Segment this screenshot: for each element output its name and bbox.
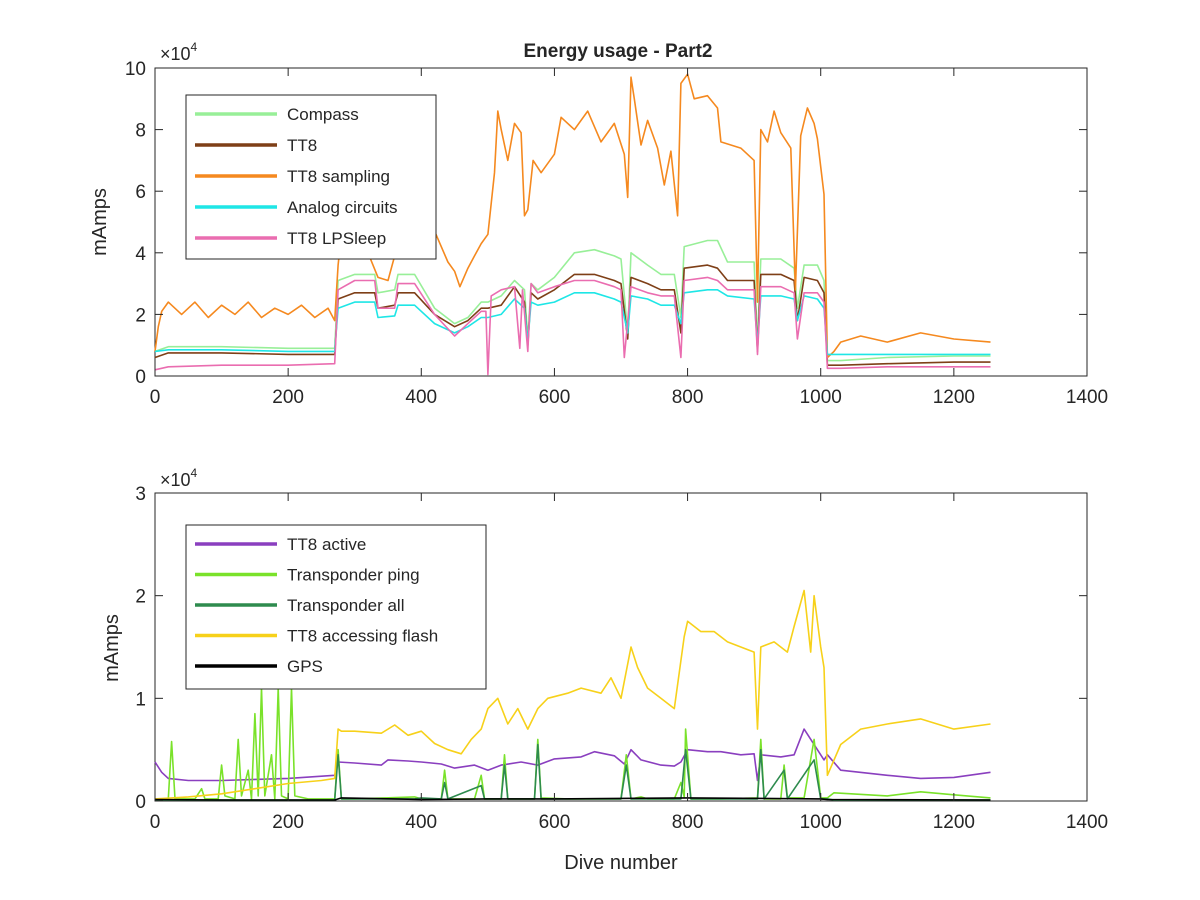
bottom-legend-label: TT8 active <box>287 535 366 554</box>
bottom-series-line-4 <box>154 797 991 801</box>
bottom-x-axis-label: Dive number <box>564 852 678 874</box>
bottom-x-tick-label: 400 <box>405 812 437 833</box>
top-y-tick-label: 0 <box>135 367 146 388</box>
bottom-legend-label: TT8 accessing flash <box>287 627 438 646</box>
top-y-exponent: ×104 <box>160 40 198 64</box>
top-y-tick-label: 10 <box>125 59 146 80</box>
bottom-x-tick-label: 200 <box>272 812 304 833</box>
top-series-line-2 <box>154 73 991 359</box>
chart-title: Energy usage - Part2 <box>523 41 712 62</box>
bottom-y-exponent-base: ×10 <box>160 470 191 490</box>
top-y-tick-label: 6 <box>135 182 146 203</box>
top-legend-label: Compass <box>287 105 359 124</box>
bottom-x-tick-label: 600 <box>539 812 571 833</box>
bottom-y-exponent: ×104 <box>160 466 198 490</box>
top-y-tick-label: 8 <box>135 121 146 142</box>
bottom-x-tick-label: 1000 <box>800 812 842 833</box>
top-legend-label: TT8 <box>287 136 317 155</box>
top-series-line-4 <box>154 276 991 376</box>
bottom-legend-label: Transponder all <box>287 596 405 615</box>
top-y-exponent-base: ×10 <box>160 44 191 64</box>
bottom-legend-label: GPS <box>287 657 323 676</box>
top-x-tick-label: 200 <box>272 387 304 408</box>
top-x-tick-label: 1200 <box>933 387 975 408</box>
bottom-chart: 0 200 400 600 800 1000 1200 1400 0 1 2 3 Dive numbe… <box>101 466 1108 874</box>
top-y-exponent-power: 4 <box>191 40 198 54</box>
bottom-tick-group: 0 200 400 600 800 1000 1200 1400 0 1 2 3 <box>135 484 1108 833</box>
bottom-legend-box <box>185 524 487 690</box>
bottom-y-tick-label: 0 <box>135 792 146 813</box>
bottom-legend-label: Transponder ping <box>287 566 420 585</box>
bottom-x-tick-label: 0 <box>150 812 161 833</box>
bottom-y-axis-label: mAmps <box>101 614 123 682</box>
top-legend-label: TT8 sampling <box>287 167 390 186</box>
top-chart: 0 200 400 600 800 1000 1200 1400 0 2 4 6 8 10 Energy … <box>89 40 1108 408</box>
top-y-tick-label: 4 <box>135 244 146 265</box>
bottom-y-tick-label: 3 <box>135 484 146 505</box>
bottom-x-tick-label: 800 <box>672 812 704 833</box>
bottom-y-exponent-power: 4 <box>191 466 198 480</box>
top-x-tick-label: 800 <box>672 387 704 408</box>
bottom-legend: TT8 active Transponder ping Transponder al… <box>185 524 487 690</box>
top-x-tick-label: 600 <box>539 387 571 408</box>
top-x-tick-label: 1400 <box>1066 387 1108 408</box>
top-y-tick-label: 2 <box>135 305 146 326</box>
top-series-group <box>154 73 991 376</box>
top-legend: Compass TT8 TT8 sampling Analog circuits TT8… <box>185 94 437 260</box>
top-legend-label: Analog circuits <box>287 198 398 217</box>
top-series-line-1 <box>154 264 991 366</box>
bottom-x-tick-label: 1400 <box>1066 812 1108 833</box>
bottom-y-tick-label: 1 <box>135 689 146 710</box>
top-y-axis-label: mAmps <box>89 188 111 256</box>
bottom-series-line-3 <box>154 589 991 800</box>
top-x-tick-label: 400 <box>405 387 437 408</box>
bottom-y-tick-label: 2 <box>135 587 146 608</box>
top-x-tick-label: 0 <box>150 387 161 408</box>
top-x-tick-label: 1000 <box>800 387 842 408</box>
top-legend-label: TT8 LPSleep <box>287 229 386 248</box>
top-tick-group: 0 200 400 600 800 1000 1200 1400 0 2 4 6 8 10 <box>125 59 1108 408</box>
bottom-x-tick-label: 1200 <box>933 812 975 833</box>
bottom-series-group <box>154 589 991 801</box>
